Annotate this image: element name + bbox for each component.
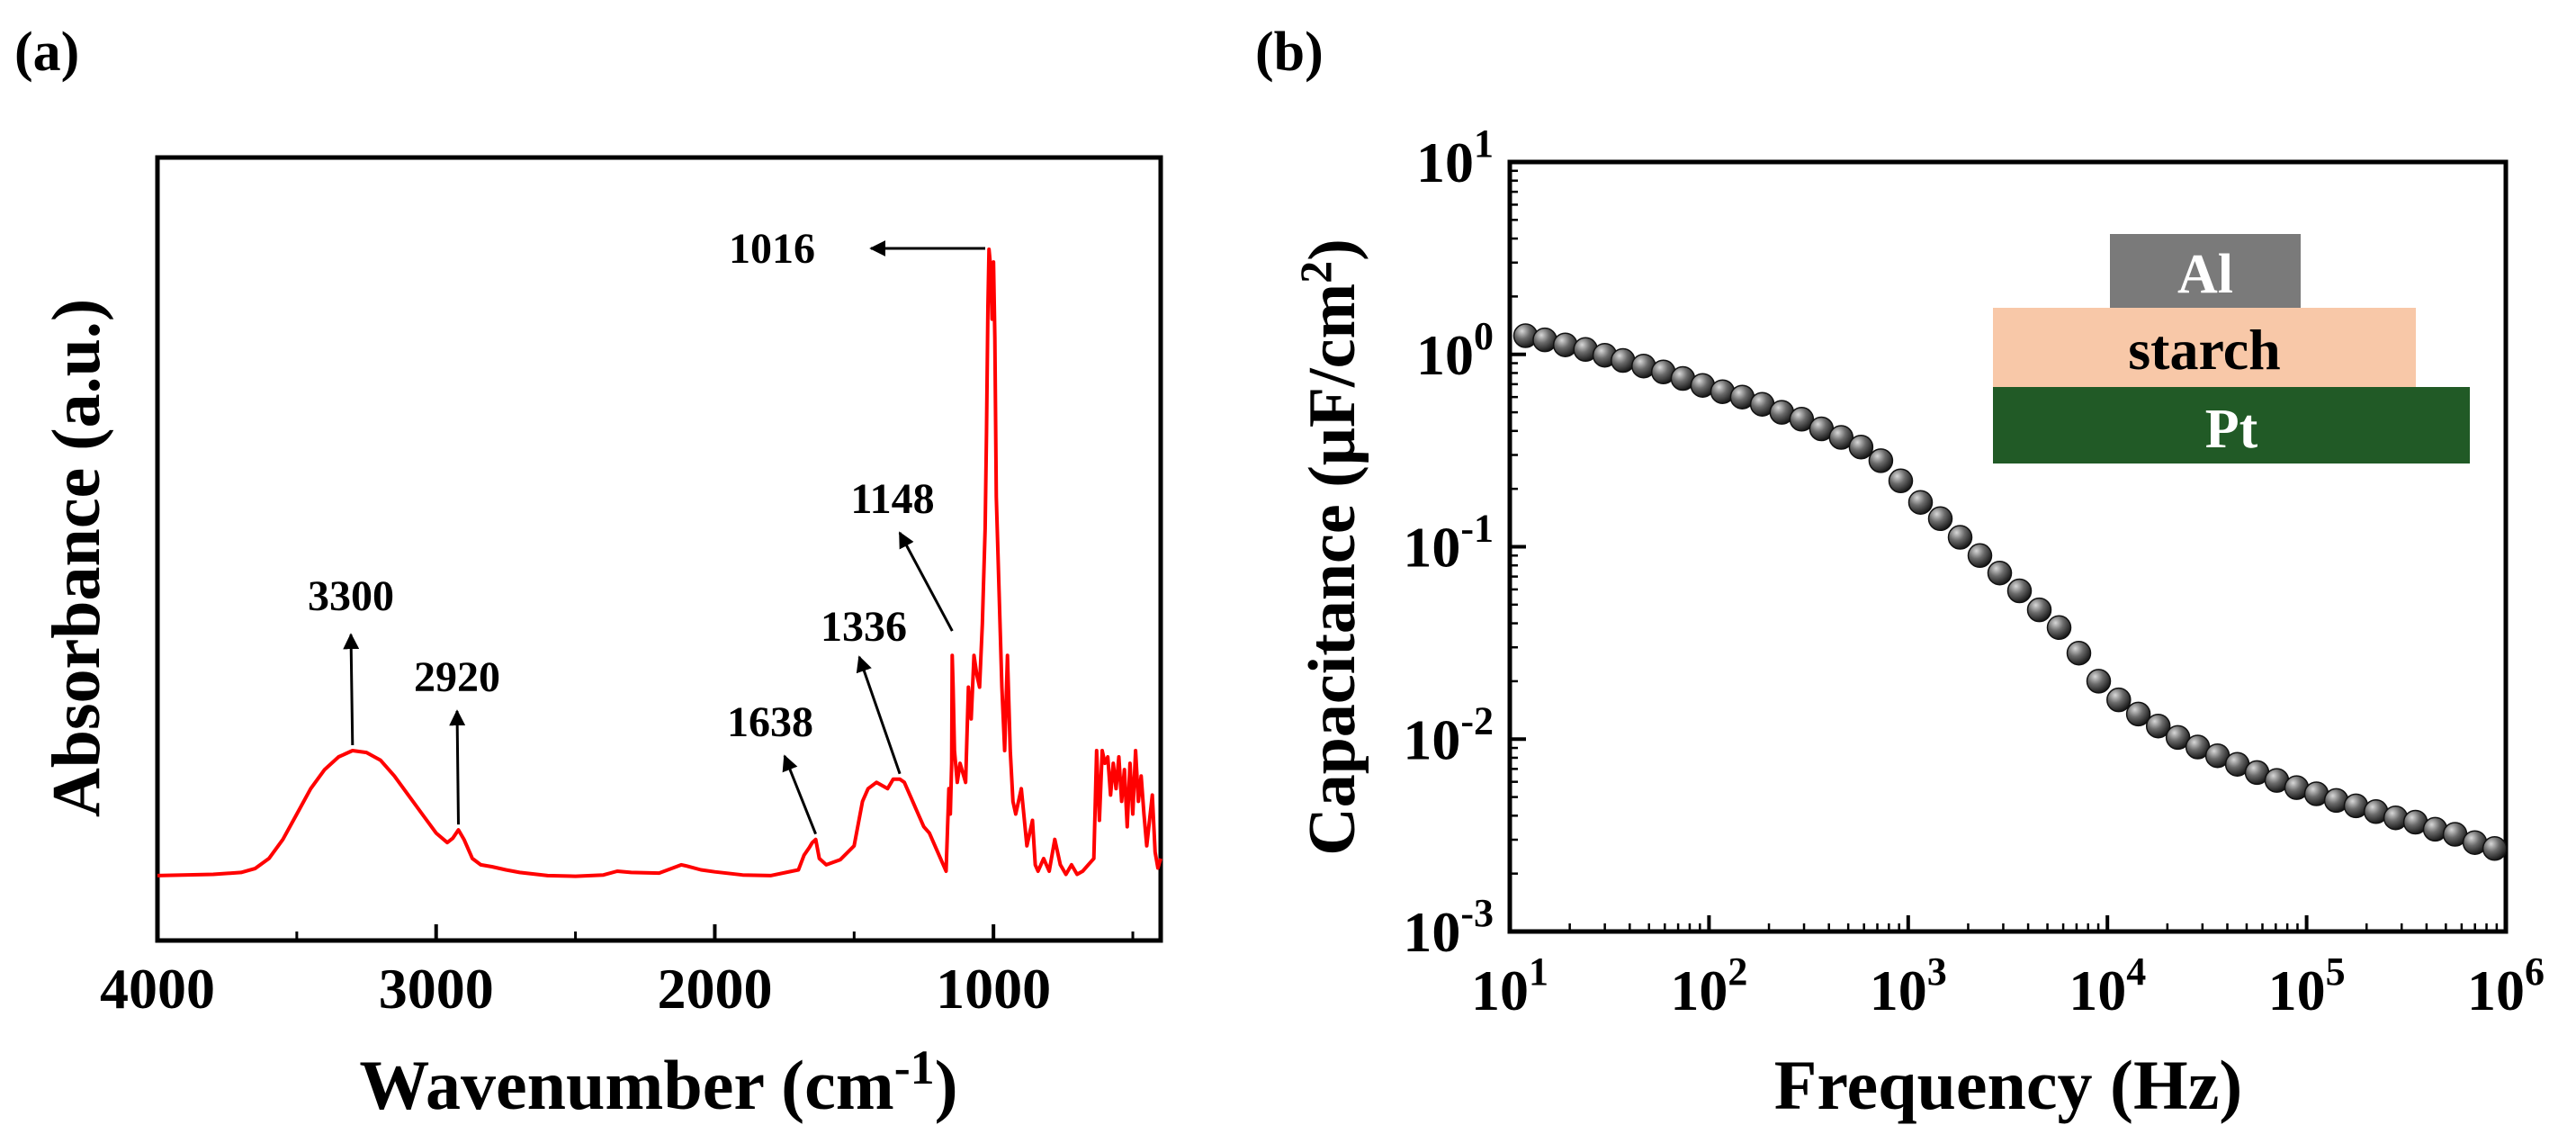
peak-label-1638: 1638 — [727, 698, 813, 746]
panel-b-x-tick-label: 102 — [1670, 950, 1747, 1022]
panel-b-x-tick-label: 105 — [2268, 950, 2346, 1022]
capacitance-point — [1888, 468, 1914, 494]
peak-arrow-1336 — [856, 655, 902, 775]
capacitance-point — [2106, 687, 2132, 713]
capacitance-point — [1848, 434, 1874, 460]
panel-b-y-tick-label: 10-1 — [1403, 507, 1494, 580]
panel-a-label: (a) — [14, 22, 79, 83]
panel-b-ylabel-close: ) — [1296, 238, 1369, 261]
peak-label-1016: 1016 — [729, 225, 815, 273]
panel-a-xlabel-main: Wavenumber (cm — [359, 1046, 893, 1124]
capacitance-point — [1828, 425, 1854, 450]
capacitance-point — [2066, 640, 2092, 666]
panel-a-xlabel-sup: -1 — [894, 1040, 935, 1094]
panel-a-x-tick-labels: 4000 3000 2000 1000 — [100, 957, 1051, 1021]
panel-b-ylabel-sup: 2 — [1290, 261, 1341, 284]
capacitance-point — [1967, 543, 1993, 569]
peak-arrow-2920 — [449, 709, 466, 825]
panel-a-series-line — [157, 248, 1162, 878]
peak-label-1336: 1336 — [821, 603, 907, 651]
panel-a-plot-frame — [155, 155, 1163, 943]
inset-pt-layer — [1993, 387, 2470, 464]
inset-al-label: Al — [2177, 244, 2233, 305]
panel-b-y-tick-label: 10-2 — [1403, 698, 1494, 771]
capacitance-point — [2482, 836, 2508, 861]
capacitance-point — [1552, 332, 1578, 357]
panel-b-x-tick-labels: 101 102 103 104 105 106 — [1471, 950, 2545, 1022]
device-inset: Al starch Pt — [1993, 234, 2470, 464]
panel-b-x-tick-label: 106 — [2467, 950, 2545, 1022]
panel-a-x-tick-label: 3000 — [379, 957, 494, 1021]
panel-b-y-axis-label: Capacitance (μF/cm2) — [1290, 238, 1369, 856]
capacitance-point — [2145, 713, 2171, 739]
peak-arrow-1638 — [782, 754, 817, 835]
capacitance-point — [2006, 578, 2033, 604]
capacitance-point — [2026, 597, 2052, 623]
panel-a-x-ticks — [156, 924, 1135, 940]
inset-al-layer — [2110, 234, 2301, 308]
panel-b-label: (b) — [1255, 22, 1324, 83]
capacitance-point — [1532, 327, 1557, 353]
capacitance-point — [2086, 669, 2112, 694]
panel-b-y-tick-label: 100 — [1416, 314, 1494, 387]
capacitance-point — [1789, 407, 1815, 432]
inset-pt-label: Pt — [2205, 399, 2258, 460]
panel-a-x-axis-label: Wavenumber (cm-1) — [359, 1040, 957, 1124]
capacitance-point — [2165, 724, 2191, 751]
panel-b-ylabel-main: Capacitance ( — [1296, 465, 1369, 856]
peak-arrow-3300 — [343, 633, 360, 746]
inset-starch-layer — [1993, 308, 2416, 387]
capacitance-point — [1947, 525, 1973, 550]
capacitance-point — [1927, 506, 1953, 532]
capacitance-point — [1907, 490, 1934, 515]
panel-b-axis-ticks — [1508, 160, 2508, 933]
peak-label-3300: 3300 — [308, 572, 394, 620]
panel-a-xlabel-close: ) — [935, 1046, 958, 1124]
panel-a-x-tick-label: 4000 — [100, 957, 215, 1021]
inset-starch-label: starch — [2128, 318, 2280, 382]
panel-a-x-tick-label: 2000 — [657, 957, 772, 1021]
panel-a-x-tick-label: 1000 — [936, 957, 1051, 1021]
capacitance-point — [2046, 615, 2072, 641]
capacitance-point — [1868, 448, 1894, 473]
capacitance-point — [1987, 560, 2013, 586]
panel-b-y-tick-label: 101 — [1416, 122, 1494, 194]
panel-b-data-points — [1512, 323, 2508, 861]
capacitance-point — [1611, 347, 1636, 374]
panel-a-y-axis-label: Absorbance (a.u.) — [39, 299, 114, 817]
panel-b-x-axis-label: Frequency (Hz) — [1774, 1046, 2243, 1124]
panel-b-y-tick-labels: 10-3 10-2 10-1 100 101 — [1403, 122, 1494, 964]
panel-b: (b) 101 102 103 104 105 106 10-310-210-110010… — [1255, 22, 2545, 1124]
panel-b-x-tick-label: 103 — [1870, 950, 1947, 1022]
panel-b-y-tick-label: 10-3 — [1403, 891, 1494, 964]
panel-b-x-tick-label: 104 — [2069, 950, 2146, 1022]
peak-arrow-1148 — [898, 531, 954, 632]
capacitance-point — [2125, 701, 2151, 727]
panel-b-ylabel-mu: μF/cm — [1296, 284, 1369, 465]
panel-b-x-tick-label: 101 — [1471, 950, 1548, 1022]
peak-label-2920: 2920 — [414, 653, 500, 701]
peak-label-1148: 1148 — [850, 475, 934, 523]
